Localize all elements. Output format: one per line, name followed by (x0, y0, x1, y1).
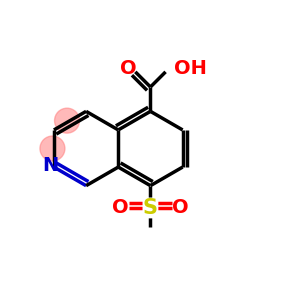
Circle shape (55, 108, 80, 133)
Text: O: O (112, 199, 129, 218)
Text: N: N (42, 156, 58, 175)
Text: O: O (121, 59, 137, 78)
Text: S: S (143, 198, 158, 218)
Text: OH: OH (174, 59, 207, 78)
Circle shape (40, 136, 65, 161)
Text: O: O (172, 199, 188, 218)
